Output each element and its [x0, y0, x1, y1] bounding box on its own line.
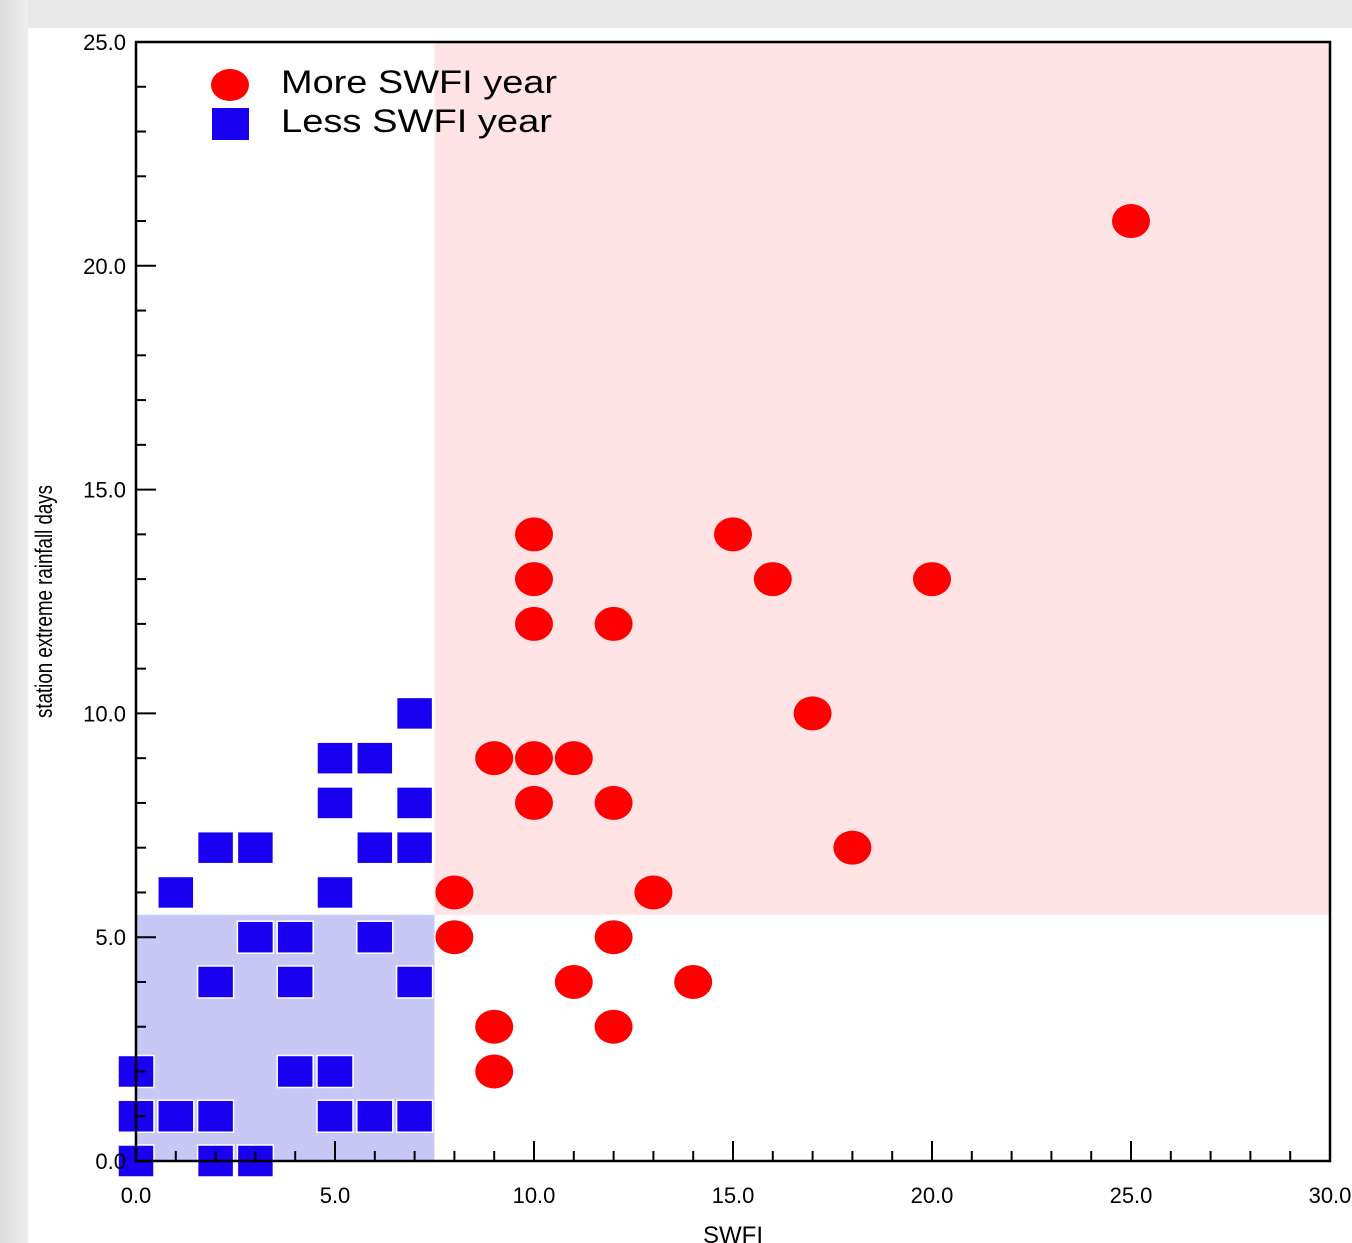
legend-marker-more-swfi	[211, 69, 249, 101]
y-tick-label: 0.0	[95, 1149, 126, 1174]
x-tick-label: 5.0	[320, 1183, 351, 1208]
more-swfi-point	[515, 785, 553, 820]
less-swfi-point	[157, 875, 195, 910]
less-swfi-point	[196, 1099, 235, 1133]
more-swfi-point	[475, 1009, 514, 1044]
more-swfi-point	[594, 606, 633, 641]
x-tick-label: 25.0	[1110, 1183, 1153, 1208]
y-tick-label: 5.0	[95, 925, 126, 950]
less-swfi-point	[395, 830, 434, 865]
more-swfi-point	[594, 1009, 633, 1044]
y-tick-label: 10.0	[83, 701, 126, 726]
less-swfi-point	[316, 786, 354, 820]
less-swfi-point	[276, 965, 314, 999]
x-tick-label: 30.0	[1309, 1183, 1352, 1208]
less-swfi-point	[316, 1099, 354, 1133]
less-swfi-point	[395, 1099, 434, 1133]
less-swfi-point	[395, 696, 434, 731]
more-swfi-point	[515, 517, 553, 552]
less-swfi-point	[276, 1054, 314, 1089]
axis-ticks	[135, 41, 1331, 1162]
shaded-region-more-swfi	[434, 42, 1330, 915]
y-tick-label: 20.0	[83, 254, 126, 279]
data-points	[117, 204, 1150, 1178]
less-swfi-point	[356, 741, 394, 775]
more-swfi-point	[515, 741, 553, 776]
less-swfi-point	[236, 830, 275, 865]
more-swfi-point	[913, 562, 951, 597]
x-tick-label: 10.0	[513, 1183, 556, 1208]
x-tick-label: 20.0	[911, 1183, 954, 1208]
less-swfi-point	[316, 741, 354, 775]
more-swfi-point	[1112, 204, 1150, 239]
less-swfi-point	[236, 920, 275, 954]
more-swfi-point	[554, 964, 593, 999]
less-swfi-point	[395, 965, 434, 999]
x-axis-title: SWFI	[703, 1222, 763, 1243]
more-swfi-point	[594, 920, 633, 955]
more-swfi-point	[435, 875, 474, 910]
window-left-strip	[0, 0, 28, 1243]
more-swfi-point	[674, 964, 713, 999]
more-swfi-point	[793, 696, 832, 731]
shaded-regions	[136, 42, 1330, 1161]
more-swfi-point	[833, 830, 872, 865]
legend-label-more-swfi: More SWFI year	[281, 64, 557, 100]
more-swfi-point	[475, 741, 514, 776]
more-swfi-point	[594, 785, 633, 820]
more-swfi-point	[475, 1054, 514, 1089]
y-tick-label: 15.0	[83, 478, 126, 503]
less-swfi-point	[395, 786, 434, 820]
more-swfi-point	[515, 606, 553, 641]
more-swfi-point	[554, 741, 593, 776]
legend-label-less-swfi: Less SWFI year	[281, 103, 552, 139]
less-swfi-point	[356, 1099, 394, 1133]
tick-labels: 0.0 5.0 10.0 15.0 20.0 25.0 30.0 0.0 5.0 10.0 15.0…	[83, 30, 1351, 1208]
x-tick-label: 15.0	[712, 1183, 755, 1208]
less-swfi-point	[356, 830, 394, 865]
less-swfi-point	[316, 875, 354, 910]
less-swfi-point	[356, 920, 394, 954]
less-swfi-point	[196, 830, 235, 865]
y-axis-title: station extreme rainfall days	[31, 485, 58, 718]
x-tick-label: 0.0	[121, 1183, 152, 1208]
y-tick-label: 25.0	[83, 30, 126, 55]
legend-marker-less-swfi	[212, 108, 249, 140]
more-swfi-point	[714, 517, 752, 552]
more-swfi-point	[634, 875, 673, 910]
legend: More SWFI year Less SWFI year	[211, 64, 557, 140]
more-swfi-point	[435, 920, 474, 955]
less-swfi-point	[276, 920, 314, 954]
scatter-chart: 0.0 5.0 10.0 15.0 20.0 25.0 30.0 0.0 5.0 10.0 15.0…	[31, 30, 1352, 1243]
less-swfi-point	[196, 965, 235, 999]
more-swfi-point	[515, 562, 553, 597]
more-swfi-point	[753, 562, 792, 597]
less-swfi-point	[316, 1054, 354, 1089]
less-swfi-point	[157, 1099, 195, 1133]
figure-panel: 0.0 5.0 10.0 15.0 20.0 25.0 30.0 0.0 5.0 10.0 15.0…	[28, 28, 1352, 1243]
window-top-strip	[0, 0, 1352, 28]
